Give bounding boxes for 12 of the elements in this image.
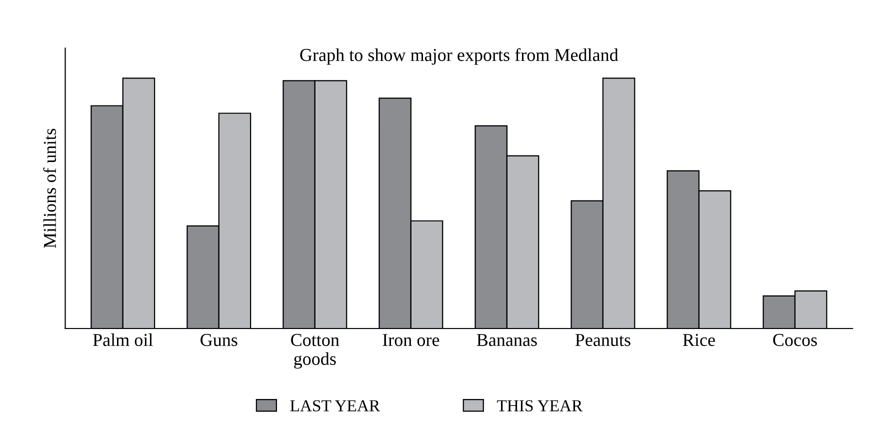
- x-tick-label: Cotton goods: [291, 334, 340, 369]
- legend-label: LAST YEAR: [290, 400, 380, 412]
- x-tick-label: Iron ore: [382, 334, 440, 346]
- y-axis-title: Millions of units: [43, 128, 56, 248]
- x-tick-label: Rice: [682, 334, 715, 346]
- chart-title: Graph to show major exports from Medland: [300, 48, 618, 65]
- x-tick-label: Cocos: [773, 334, 817, 346]
- legend-label: THIS YEAR: [497, 400, 583, 412]
- x-tick-label: Bananas: [476, 334, 537, 346]
- x-tick-label: Palm oil: [93, 333, 153, 346]
- x-tick-label: Peanuts: [575, 334, 630, 346]
- x-tick-label: Guns: [200, 334, 238, 346]
